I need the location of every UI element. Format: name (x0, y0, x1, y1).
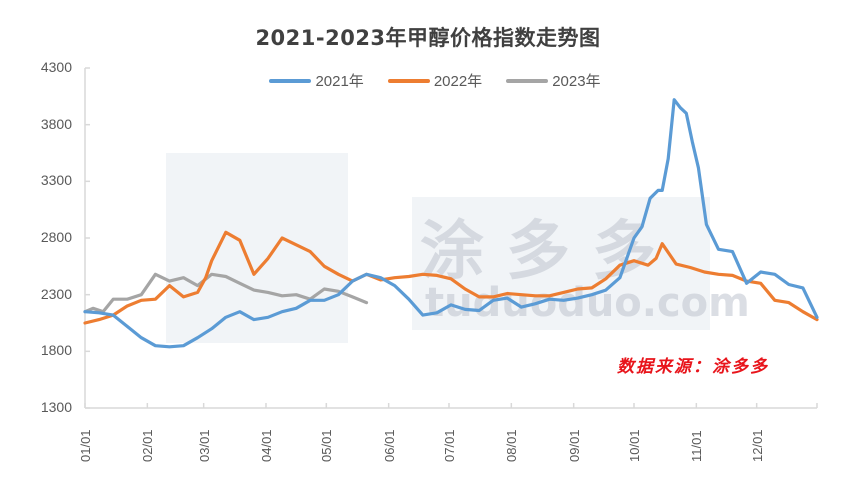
x-tick-label: 10/01 (627, 429, 642, 462)
x-tick-label: 01/01 (78, 429, 93, 462)
x-tick-label: 09/01 (566, 429, 582, 462)
source-note: 数据来源：涂多多 (617, 357, 769, 377)
x-tick-label: 07/01 (441, 429, 457, 462)
x-tick-label: 04/01 (258, 429, 274, 462)
legend-item-2022[interactable]: 2022年 (387, 70, 483, 91)
legend-item-2023[interactable]: 2023年 (506, 70, 601, 91)
y-tick-label: 3800 (40, 115, 72, 132)
y-tick-label: 1800 (40, 342, 72, 359)
y-tick-label: 1300 (40, 399, 72, 415)
series-line-2021年 (83, 98, 819, 349)
watermark-logo-block (166, 153, 348, 343)
series-line-2023年 (83, 272, 369, 314)
legend-item-2021[interactable]: 2021年 (269, 70, 364, 91)
legend-label-2023: 2023年 (552, 73, 601, 90)
x-tick-label: 12/01 (749, 429, 765, 462)
legend-label-2021: 2021年 (315, 73, 364, 90)
legend-swatch-2022 (387, 78, 430, 83)
x-tick-label: 11/01 (689, 430, 705, 462)
x-tick-label: 05/01 (319, 429, 335, 462)
y-tick-label: 2800 (40, 229, 72, 245)
x-tick-label: 08/01 (504, 429, 520, 462)
y-tick-label: 3300 (40, 172, 72, 189)
x-tick-label: 03/01 (196, 429, 212, 462)
data-lines (83, 98, 819, 349)
legend: 2021年 2022年 2023年 (0, 70, 856, 91)
legend-swatch-2021 (269, 78, 312, 83)
watermark-brand: 涂多多 (420, 215, 678, 289)
legend-swatch-2023 (506, 78, 549, 83)
x-tick-label: 06/01 (381, 429, 397, 462)
y-tick-label: 2300 (40, 285, 72, 302)
axes (84, 67, 818, 409)
y-tick-label: 4300 (40, 59, 72, 75)
x-tick-label: 02/01 (140, 429, 156, 462)
series-line-2022年 (83, 230, 819, 325)
legend-label-2022: 2022年 (433, 73, 483, 90)
chart-title: 2021-2023年甲醇价格指数走势图 (255, 26, 601, 50)
